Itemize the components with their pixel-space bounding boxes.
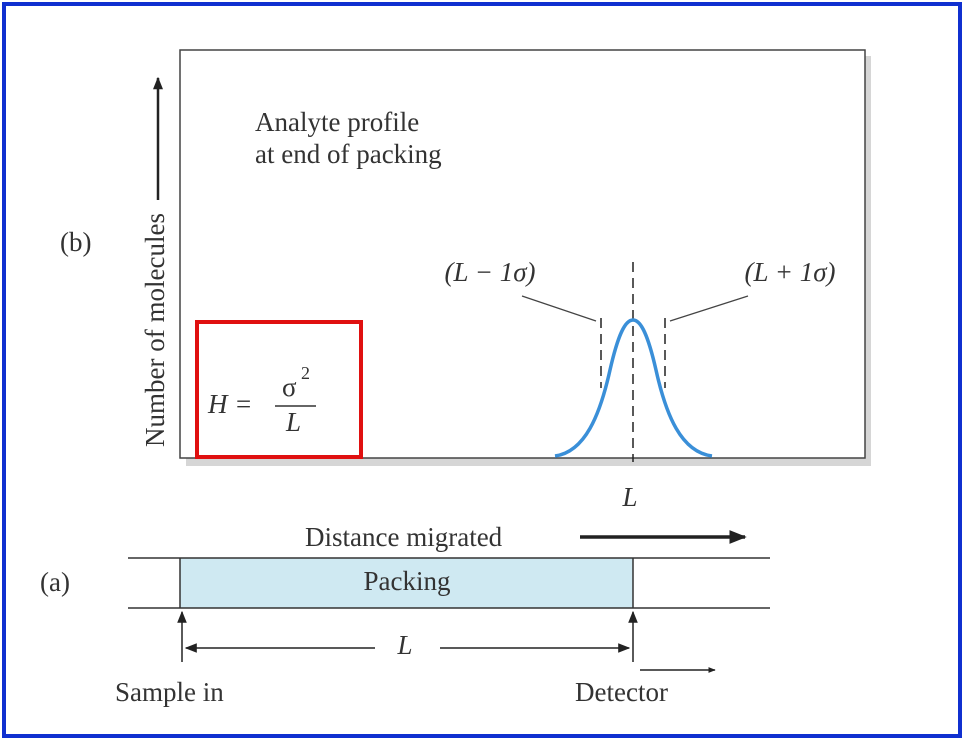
formula-denominator: L [285, 407, 301, 437]
inlet-label: Sample in [115, 677, 224, 707]
axis-label: Distance migrated [305, 522, 503, 552]
packing-label: Packing [364, 566, 451, 596]
leader [669, 295, 749, 322]
outlet-label: Detector [575, 677, 668, 707]
y-axis-label: Number of molecules [140, 213, 170, 447]
highlight-box [195, 320, 363, 459]
gaussian [554, 318, 713, 458]
right-marker: (L + 1σ) [744, 257, 835, 287]
packing [180, 558, 633, 608]
title-line: at end of packing [255, 139, 442, 169]
panel-label: (a) [40, 567, 70, 597]
left-marker: (L − 1σ) [444, 257, 535, 287]
center-label: L [621, 482, 637, 512]
panel-label: (b) [60, 227, 91, 257]
formula-exponent: 2 [301, 363, 310, 383]
formula-numerator: σ [282, 372, 297, 402]
leader [521, 295, 597, 322]
length-label: L [396, 630, 412, 660]
plot-box [179, 49, 866, 459]
title-line: Analyte profile [255, 107, 419, 137]
formula-lhs: H = [207, 389, 252, 419]
